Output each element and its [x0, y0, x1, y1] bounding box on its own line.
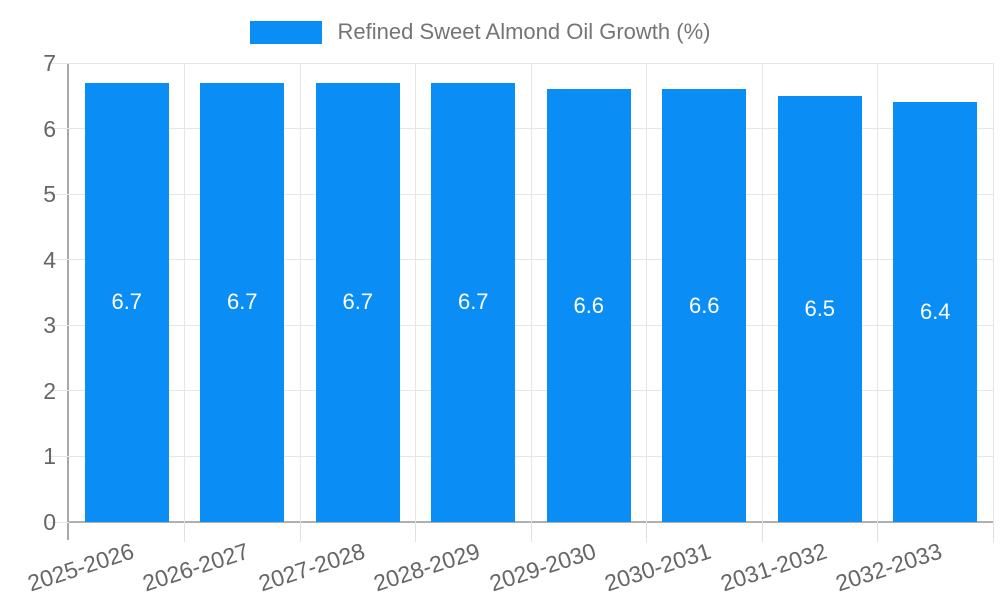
x-gridline	[299, 63, 301, 522]
y-axis-line	[67, 63, 69, 540]
bar-value-label: 6.7	[226, 289, 258, 315]
bar-value-label: 6.6	[573, 292, 605, 318]
x-tick-mark	[530, 522, 532, 542]
x-tick-mark	[646, 522, 647, 542]
bar[interactable]: 6.7	[84, 82, 169, 522]
y-tick-mark	[48, 390, 69, 392]
bar-value-label: 6.4	[919, 299, 951, 325]
x-gridline	[761, 63, 763, 522]
y-tick-mark	[48, 62, 69, 64]
y-tick-label: 0	[43, 509, 56, 535]
bar[interactable]: 6.6	[662, 89, 747, 522]
plot-area: 6.7 6.7 6.7 6.7 6.6 6.6 6.5 6.4	[69, 62, 994, 523]
bar[interactable]: 6.5	[777, 95, 862, 522]
y-tick-mark	[48, 455, 69, 457]
x-tick-mark	[415, 522, 416, 542]
x-gridline	[415, 63, 416, 522]
legend-label: Refined Sweet Almond Oil Growth (%)	[337, 19, 711, 44]
y-tick-mark	[48, 128, 69, 130]
x-gridline	[646, 63, 647, 522]
x-gridline	[877, 63, 878, 522]
legend-swatch	[249, 20, 322, 44]
x-tick-mark	[992, 522, 994, 542]
bar-value-label: 6.7	[111, 289, 143, 315]
bar[interactable]: 6.7	[315, 82, 400, 522]
bar[interactable]: 6.4	[893, 102, 978, 522]
bar-value-label: 6.6	[688, 292, 720, 318]
chart-legend: Refined Sweet Almond Oil Growth (%)	[0, 18, 980, 46]
y-tick-mark	[48, 324, 69, 326]
x-tick-mark	[761, 522, 763, 542]
y-tick-label: 2	[43, 377, 56, 404]
y-tick-mark	[48, 193, 69, 195]
y-tick-label: 6	[43, 115, 56, 142]
y-tick-label: 7	[43, 50, 56, 76]
bar[interactable]: 6.7	[200, 82, 285, 522]
x-gridline	[992, 63, 994, 522]
x-gridline	[184, 63, 185, 522]
y-tick-label: 4	[43, 246, 56, 273]
x-tick-mark	[299, 522, 301, 542]
bar[interactable]: 6.7	[431, 82, 516, 522]
y-tick-mark	[48, 521, 69, 523]
y-tick-label: 5	[43, 181, 56, 208]
bar-value-label: 6.7	[342, 289, 374, 315]
x-tick-mark	[184, 522, 185, 542]
y-tick-label: 1	[43, 443, 56, 470]
x-gridline	[530, 63, 532, 522]
x-tick-mark	[877, 522, 878, 542]
y-tick-mark	[48, 259, 69, 261]
bar[interactable]: 6.6	[546, 89, 631, 522]
bar-value-label: 6.7	[457, 289, 489, 315]
bar-value-label: 6.5	[804, 295, 836, 321]
y-tick-label: 3	[43, 312, 56, 339]
